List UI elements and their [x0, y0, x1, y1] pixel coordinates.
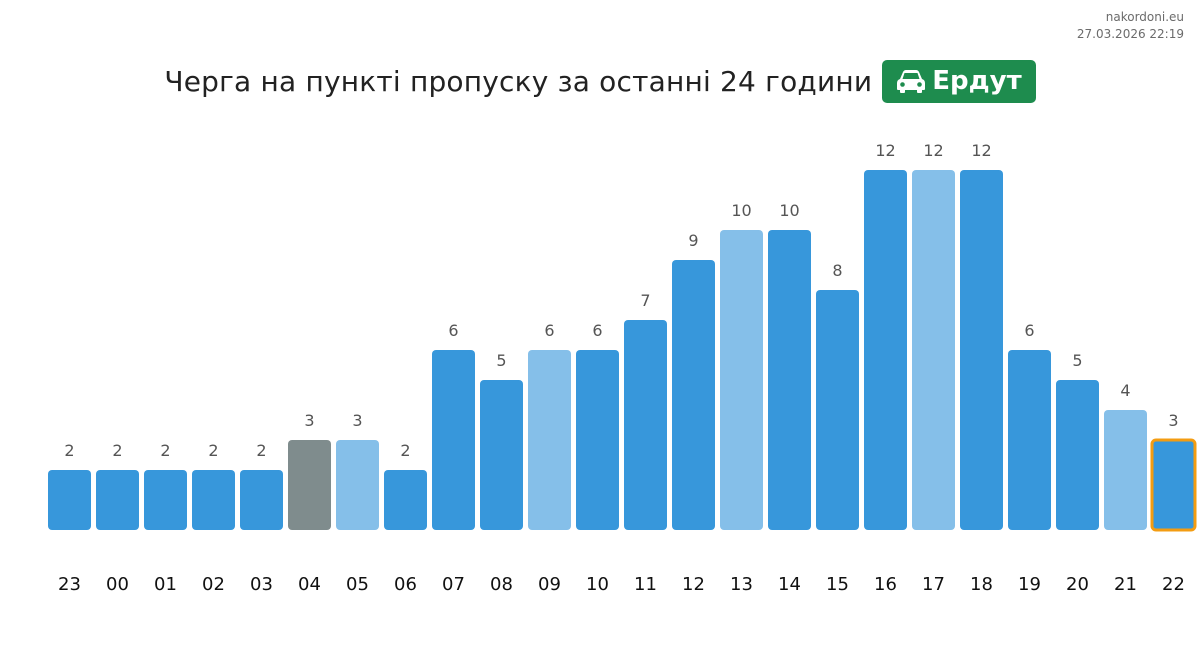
- value-label: 2: [64, 441, 74, 460]
- bar-hour-15: [816, 290, 859, 530]
- x-tick-label: 04: [298, 574, 321, 595]
- bar-hour-23: [48, 470, 91, 530]
- bar-hour-10: [576, 350, 619, 530]
- value-label: 2: [256, 441, 266, 460]
- value-label: 10: [779, 201, 799, 220]
- value-label: 5: [1072, 351, 1082, 370]
- bar-hour-19: [1008, 350, 1051, 530]
- x-tick-label: 14: [778, 574, 801, 595]
- value-label: 10: [731, 201, 751, 220]
- x-tick-label: 08: [490, 574, 513, 595]
- x-tick-label: 15: [826, 574, 849, 595]
- value-label: 2: [208, 441, 218, 460]
- bar-hour-17: [912, 170, 955, 530]
- bar-hour-11: [624, 320, 667, 530]
- x-tick-label: 07: [442, 574, 465, 595]
- value-label: 2: [400, 441, 410, 460]
- x-tick-label: 10: [586, 574, 609, 595]
- bar-hour-18: [960, 170, 1003, 530]
- value-label: 12: [923, 141, 943, 160]
- bar-hour-09: [528, 350, 571, 530]
- bar-hour-06: [384, 470, 427, 530]
- site-name: nakordoni.eu: [1105, 10, 1184, 24]
- bar-hour-20: [1056, 380, 1099, 530]
- car-icon: [897, 70, 926, 93]
- value-label: 5: [496, 351, 506, 370]
- x-tick-label: 09: [538, 574, 561, 595]
- chart-title: Черга на пункті пропуску за останні 24 г…: [164, 64, 873, 98]
- x-tick-label: 06: [394, 574, 417, 595]
- bar-hour-03: [240, 470, 283, 530]
- watermark: nakordoni.eu 27.03.2026 22:19: [1077, 9, 1184, 43]
- value-label: 8: [832, 261, 842, 280]
- value-label: 9: [688, 231, 698, 250]
- x-tick-label: 00: [106, 574, 129, 595]
- value-label: 6: [544, 321, 554, 340]
- bar-hour-01: [144, 470, 187, 530]
- bar-hour-13: [720, 230, 763, 530]
- x-tick-label: 18: [970, 574, 993, 595]
- timestamp: 27.03.2026 22:19: [1076, 27, 1184, 41]
- bar-hour-12: [672, 260, 715, 530]
- bar-hour-08: [480, 380, 523, 530]
- chart-header: Черга на пункті пропуску за останні 24 г…: [0, 58, 1200, 104]
- x-tick-label: 12: [682, 574, 705, 595]
- value-label: 7: [640, 291, 650, 310]
- badge-label: Ердут: [932, 66, 1022, 96]
- x-tick-label: 17: [922, 574, 945, 595]
- bar-hour-02: [192, 470, 235, 530]
- bar-hour-07: [432, 350, 475, 530]
- value-label: 6: [592, 321, 602, 340]
- x-tick-label: 03: [250, 574, 273, 595]
- bar-hour-14: [768, 230, 811, 530]
- border-crossing-badge: Ердут: [882, 59, 1036, 103]
- bar-hour-22: [1150, 438, 1197, 532]
- bar-hour-04: [288, 440, 331, 530]
- value-label: 3: [1168, 411, 1178, 430]
- x-tick-label: 05: [346, 574, 369, 595]
- x-tick-label: 11: [634, 574, 657, 595]
- value-label: 6: [448, 321, 458, 340]
- x-tick-label: 20: [1066, 574, 1089, 595]
- x-tick-label: 13: [730, 574, 753, 595]
- x-tick-label: 23: [58, 574, 81, 595]
- value-label: 12: [971, 141, 991, 160]
- x-tick-label: 19: [1018, 574, 1041, 595]
- x-tick-label: 16: [874, 574, 897, 595]
- value-label: 2: [112, 441, 122, 460]
- value-label: 3: [304, 411, 314, 430]
- x-tick-label: 02: [202, 574, 225, 595]
- bar-hour-21: [1104, 410, 1147, 530]
- value-label: 3: [352, 411, 362, 430]
- value-label: 12: [875, 141, 895, 160]
- value-label: 6: [1024, 321, 1034, 340]
- value-label: 2: [160, 441, 170, 460]
- bar-hour-05: [336, 440, 379, 530]
- x-tick-label: 01: [154, 574, 177, 595]
- bar-hour-16: [864, 170, 907, 530]
- x-tick-label: 22: [1162, 574, 1185, 595]
- x-tick-label: 21: [1114, 574, 1137, 595]
- value-label: 4: [1120, 381, 1130, 400]
- bar-hour-00: [96, 470, 139, 530]
